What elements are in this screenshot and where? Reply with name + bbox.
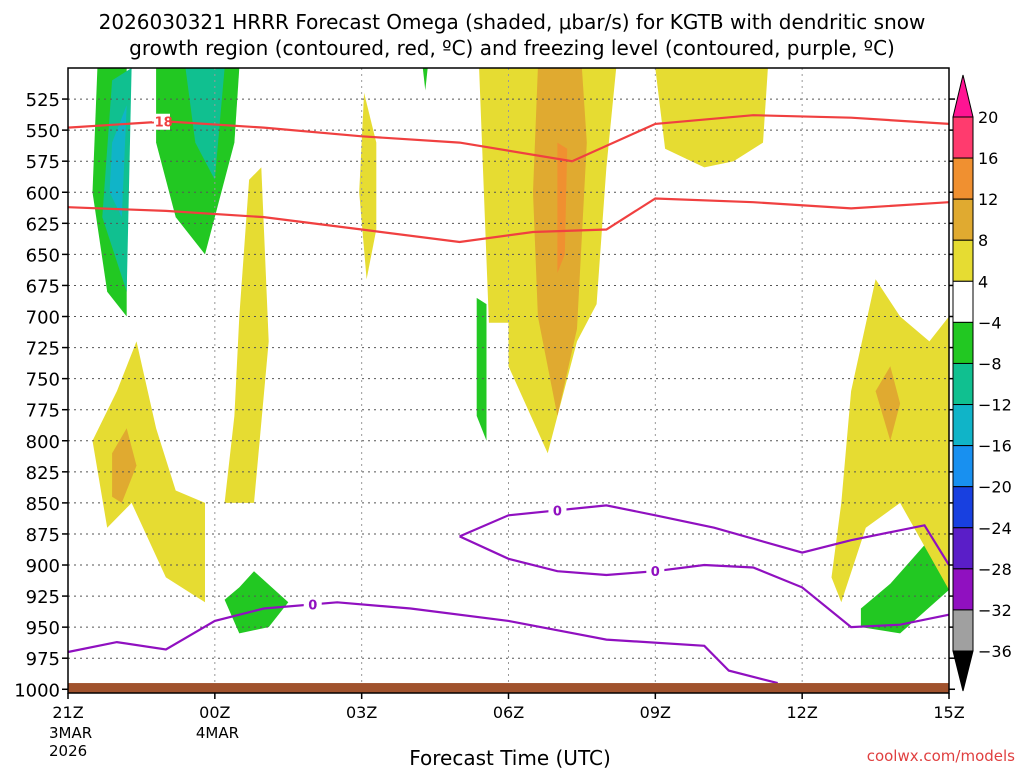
colorbar-label: −20 xyxy=(978,478,1012,497)
x-tick-label: 09Z xyxy=(640,703,671,722)
y-tick-label: 850 xyxy=(26,494,60,515)
watermark: coolwx.com/models xyxy=(867,747,1015,765)
colorbar-label: −28 xyxy=(978,560,1012,579)
y-tick-label: 900 xyxy=(26,556,60,577)
freezing-level-contour-0 xyxy=(459,504,950,566)
x-tick-label: 00Z xyxy=(199,703,230,722)
freezing-level-contour-1 xyxy=(459,535,950,629)
x-tick-date-label: 3MAR xyxy=(49,724,92,742)
omega-region-pos-se-core xyxy=(875,366,901,441)
contour-layer: -18 0 0 0 xyxy=(67,113,950,685)
colorbar-label: −36 xyxy=(978,642,1012,661)
freezing-level-contour-0-label: 0 xyxy=(553,504,562,519)
colorbar-swatch xyxy=(952,116,974,159)
dgz-contour-1 xyxy=(67,197,950,244)
y-tick-label: 675 xyxy=(26,276,60,297)
y-tick-label: 575 xyxy=(26,152,60,173)
colorbar-label: 8 xyxy=(978,231,988,250)
y-tick-label: 550 xyxy=(26,121,60,142)
y-tick-label: 775 xyxy=(26,401,60,422)
colorbar-label: −16 xyxy=(978,437,1012,456)
y-tick-label: 925 xyxy=(26,587,60,608)
omega-region-pos-thin xyxy=(224,167,269,503)
plot-area: -18 0 0 0 xyxy=(67,67,950,694)
omega-region-pos-west xyxy=(92,341,205,603)
x-tick-label: 03Z xyxy=(346,703,377,722)
colorbar-bottom-arrow xyxy=(952,650,974,692)
y-tick-label: 625 xyxy=(26,214,60,235)
y-tick-label: 525 xyxy=(26,90,60,111)
colorbar-label: −32 xyxy=(978,601,1012,620)
omega-region-neg-low xyxy=(224,571,289,634)
colorbar-swatch xyxy=(952,568,974,611)
omega-region-neg-west-center xyxy=(109,105,127,218)
omega-region-neg-mid xyxy=(476,297,487,441)
colorbar-swatch xyxy=(952,486,974,529)
colorbar-label: −24 xyxy=(978,519,1012,538)
grid-layer xyxy=(68,68,949,693)
contour-label-bg xyxy=(303,596,322,613)
x-tick-year-label: 2026 xyxy=(49,742,87,760)
dgz-contour-0 xyxy=(67,114,950,163)
colorbar-label: −12 xyxy=(978,396,1012,415)
y-tick-label: 600 xyxy=(26,183,60,204)
y-tick-label: 875 xyxy=(26,525,60,546)
dgz-contour-0-label: -18 xyxy=(149,116,173,131)
colorbar-label: 20 xyxy=(978,108,998,127)
x-tick-label: 06Z xyxy=(493,703,524,722)
contour-label-bg xyxy=(646,563,665,580)
colorbar-swatch xyxy=(952,445,974,488)
colorbar-swatch xyxy=(952,527,974,570)
colorbar-label: 12 xyxy=(978,190,998,209)
omega-region-pos-high xyxy=(359,92,377,280)
freezing-level-contour-2 xyxy=(67,601,778,685)
freezing-level-contour-2-label: 0 xyxy=(308,598,317,613)
colorbar: 20 16 12 8 4 −4 −8 −12 −16 −20 −24 −28 −32 −36 xyxy=(952,74,1012,692)
freezing-level-contour-1-label: 0 xyxy=(651,565,660,580)
x-tick-label: 12Z xyxy=(787,703,818,722)
omega-region-neg-small xyxy=(422,68,428,91)
y-tick-label: 750 xyxy=(26,370,60,391)
y-tick-label: 700 xyxy=(26,308,60,329)
colorbar-label: −4 xyxy=(978,313,1002,332)
x-tick-label: 21Z xyxy=(52,703,83,722)
terrain-layer xyxy=(68,683,949,693)
chart-title-line1: 2026030321 HRRR Forecast Omega (shaded, … xyxy=(99,10,926,34)
y-tick-label: 950 xyxy=(26,618,60,639)
colorbar-label: −8 xyxy=(978,354,1002,373)
colorbar-swatch xyxy=(952,609,974,652)
colorbar-swatch xyxy=(952,157,974,200)
colorbar-swatch xyxy=(952,404,974,447)
chart-title-line2: growth region (contoured, red, ºC) and f… xyxy=(129,36,895,60)
colorbar-label: 4 xyxy=(978,272,988,291)
x-tick-date-label: 4MAR xyxy=(196,724,239,742)
contour-label-bg xyxy=(151,113,170,130)
colorbar-swatch xyxy=(952,198,974,241)
colorbar-swatch xyxy=(952,280,974,323)
y-axis: 525 550 575 600 625 650 675 700 725 750 775 800 825 8… xyxy=(14,90,955,701)
omega-region-pos-ne xyxy=(655,68,768,168)
colorbar-swatch xyxy=(952,321,974,364)
colorbar-swatch xyxy=(952,362,974,406)
omega-region-pos-a-3 xyxy=(557,142,568,273)
omega-region-neg-se xyxy=(860,509,949,634)
colorbar-swatch xyxy=(952,239,974,282)
colorbar-label: 16 xyxy=(978,149,998,168)
colorbar-top-arrow xyxy=(952,74,974,118)
contour-label-bg xyxy=(548,502,567,519)
y-tick-label: 1000 xyxy=(14,680,60,701)
x-axis-label: Forecast Time (UTC) xyxy=(409,746,611,768)
y-tick-label: 800 xyxy=(26,432,60,453)
y-tick-label: 975 xyxy=(26,649,60,670)
omega-region-pos-west-core xyxy=(112,428,137,503)
x-tick-label: 15Z xyxy=(933,703,964,722)
terrain-band xyxy=(68,683,949,693)
y-tick-label: 650 xyxy=(26,245,60,266)
y-tick-label: 825 xyxy=(26,463,60,484)
y-tick-label: 725 xyxy=(26,339,60,360)
